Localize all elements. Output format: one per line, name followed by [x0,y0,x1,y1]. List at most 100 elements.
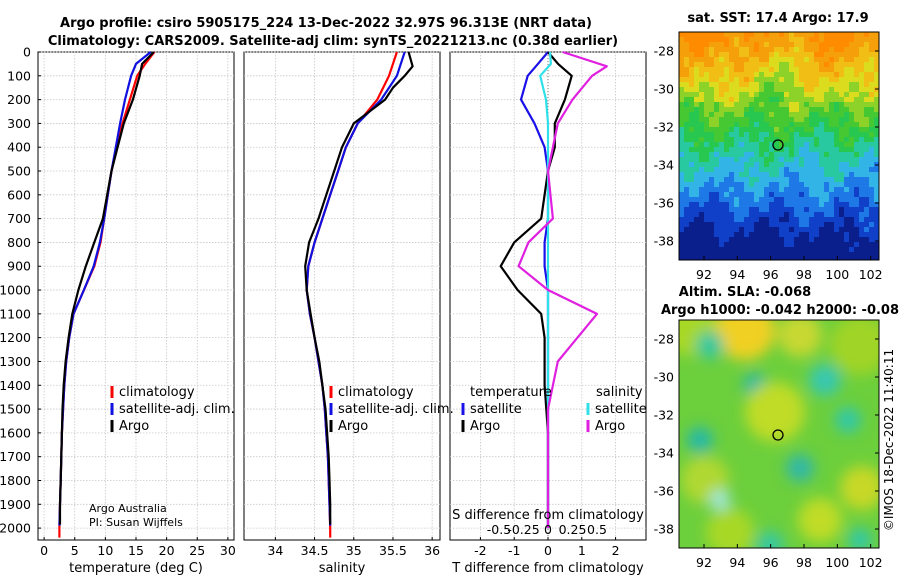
x-tick-label: -1 [508,543,520,558]
depth-axis: 0 100 200 300 400 500 600 700 800 900 1000 1100 1200… [0,45,41,536]
legend-label-t-argo: Argo [470,419,500,434]
depth-tick-label: 1600 [0,425,31,440]
x-tick-label: 0 [544,543,552,558]
series-line-s-argo [517,50,608,529]
depth-tick-label: 500 [7,164,31,179]
series-line-t-argo [499,51,573,529]
depth-tick-label: 100 [7,68,31,83]
depth-tick-label: 1400 [0,378,31,393]
lat-tick-label: -28 [654,332,674,347]
s-tick-label: -0.25 [507,522,539,537]
temperature-xlabel: temperature (deg C) [69,561,203,576]
lat-tick-label: -34 [654,158,674,173]
lon-tick-label: 94 [729,555,745,570]
depth-tick-label: 0 [23,45,31,60]
legend-label-climatology: climatology [338,385,414,400]
legend-label-argo: Argo [119,419,149,434]
lon-tick-label: 92 [696,267,712,282]
depth-tick-label: 900 [7,259,31,274]
sla-map-frame [678,319,880,549]
depth-tick-label: 2000 [0,521,31,536]
sla-argo-location-marker [772,429,784,441]
lat-tick-label: -36 [654,196,674,211]
sst-map-title: sat. SST: 17.4 Argo: 17.9 [687,11,868,26]
t-difference-xlabel: T difference from climatology [451,561,644,576]
lat-tick-label: -30 [654,370,674,385]
x-tick-label: -2 [474,543,486,558]
lat-tick-label: -32 [654,408,674,423]
x-tick-label: 36 [424,543,440,558]
figure-title-line2: Climatology: CARS2009. Satellite-adj cli… [48,34,618,49]
legend-label-satellite-adj: satellite-adj. clim. [119,402,235,417]
lat-tick-label: -38 [654,522,674,537]
sst-map-frame [678,31,880,261]
legend-label-satellite-adj: satellite-adj. clim. [338,402,454,417]
legend-label-climatology: climatology [119,385,195,400]
lat-tick-label: -30 [654,82,674,97]
difference-legend: temperature salinity satellite Argo sate… [461,385,647,434]
depth-tick-label: 1000 [0,283,31,298]
s-tick-label: -0.5 [487,522,511,537]
legend-label-t-satellite: satellite [470,402,522,417]
x-tick-label: 10 [97,543,113,558]
depth-tick-label: 600 [7,187,31,202]
depth-tick-label: 1700 [0,449,31,464]
lon-tick-label: 92 [696,555,712,570]
x-tick-label: 15 [128,543,144,558]
depth-tick-label: 800 [7,235,31,250]
lat-tick-label: -38 [654,234,674,249]
sla-map-title-line2: Argo h1000: -0.042 h2000: -0.08 [661,303,899,318]
depth-tick-label: 1300 [0,354,31,369]
figure-title-line1: Argo profile: csiro 5905175_224 13-Dec-2… [60,16,592,31]
temperature-legend: climatology satellite-adj. clim. Argo [110,385,235,434]
x-tick-label: 25 [189,543,205,558]
grid-lines [38,51,646,540]
depth-tick-label: 1500 [0,402,31,417]
depth-tick-label: 1900 [0,497,31,512]
series-line-climatology [58,51,156,538]
depth-tick-label: 300 [7,116,31,131]
lon-tick-label: 100 [825,555,849,570]
sst-heatmap [679,32,879,260]
s-tick-label: 0.5 [587,522,607,537]
s-tick-label: 0 [544,522,552,537]
x-tick-label: 5 [71,543,79,558]
lat-tick-label: -28 [654,44,674,59]
lon-tick-label: 102 [859,555,883,570]
lon-tick-label: 98 [796,555,812,570]
depth-tick-label: 700 [7,211,31,226]
depth-tick-label: 1800 [0,473,31,488]
profile-lines [58,50,608,538]
depth-tick-label: 1100 [0,306,31,321]
x-tick-label: 30 [220,543,236,558]
s-difference-xlabel: S difference from climatology [452,508,644,523]
series-line-argo [304,51,414,525]
legend-label-argo: Argo [338,419,368,434]
x-tick-label: 34.5 [301,543,329,558]
sst-argo-location-marker [772,139,784,151]
series-line-s-satellite [539,51,553,529]
lat-tick-label: -36 [654,484,674,499]
s-tick-label: 0.25 [559,522,587,537]
credit-line2: PI: Susan Wijffels [89,516,183,529]
series-line-climatology [305,51,398,538]
lon-tick-label: 100 [825,267,849,282]
sla-map-title-line1: Altim. SLA: -0.068 [679,285,811,300]
legend-label-s-satellite: satellite [595,402,647,417]
x-tick-label: 0 [40,543,48,558]
x-tick-label: 34 [267,543,283,558]
depth-tick-label: 200 [7,92,31,107]
x-tick-label: 35.5 [379,543,407,558]
lon-tick-label: 96 [763,555,779,570]
lat-tick-label: -32 [654,120,674,135]
depth-tick-label: 1200 [0,330,31,345]
lon-tick-label: 94 [729,267,745,282]
salinity-xlabel: salinity [319,561,366,576]
imos-timestamp: ©IMOS 18-Dec-2022 11:40:11 [882,349,896,531]
depth-tick-label: 400 [7,140,31,155]
x-tick-label: 20 [159,543,175,558]
lon-tick-label: 96 [763,267,779,282]
x-tick-label: 1 [578,543,586,558]
credit-line1: Argo Australia [89,502,167,515]
